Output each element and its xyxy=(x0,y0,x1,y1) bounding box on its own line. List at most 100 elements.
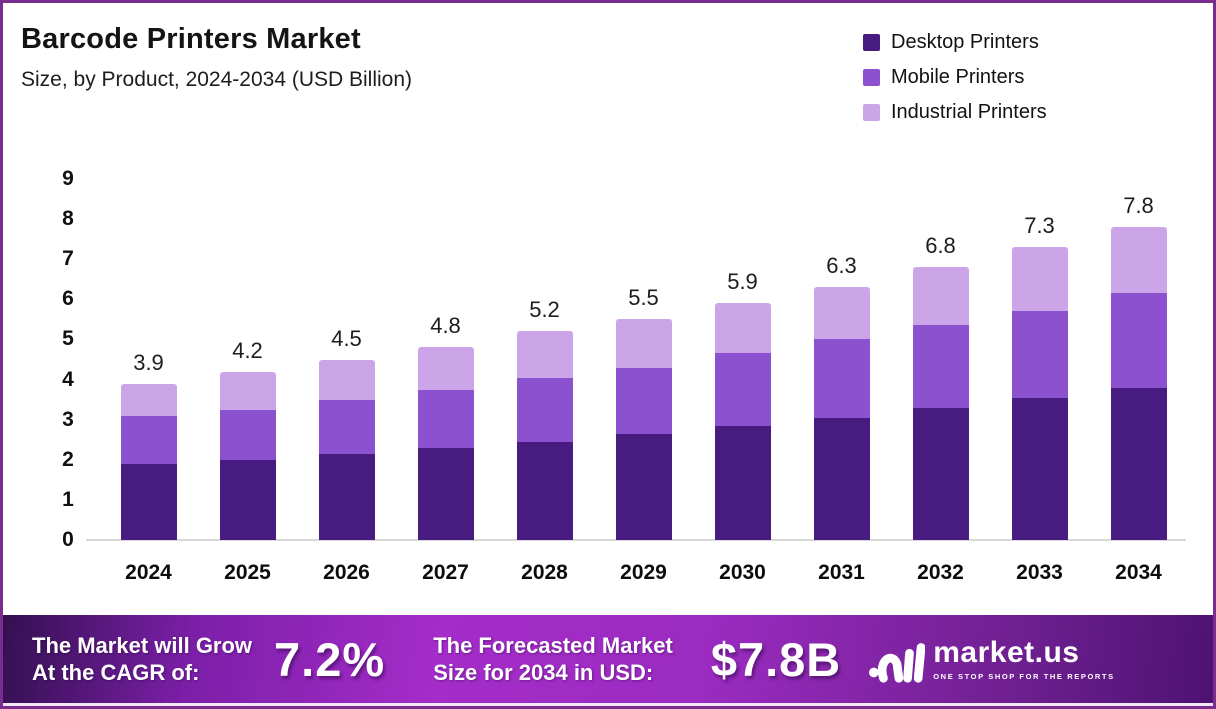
legend-label: Mobile Printers xyxy=(891,66,1025,88)
bar-2029-industrial-printers-segment xyxy=(615,319,672,368)
bar-total-label-2027: 4.8 xyxy=(430,313,461,339)
forecast-text-line2: Size for 2034 in USD: xyxy=(433,660,654,685)
legend-item-industrial-printers: Industrial Printers xyxy=(863,101,1047,124)
bar-2027-mobile-printers-segment xyxy=(417,389,474,448)
legend-label: Desktop Printers xyxy=(891,31,1039,53)
legend-swatch-desktop-icon xyxy=(863,34,880,51)
x-axis-tick-label-2034: 2034 xyxy=(1115,561,1162,584)
bar-total-label-2033: 7.3 xyxy=(1024,213,1055,239)
y-axis-tick-label: 7 xyxy=(62,247,74,271)
y-axis-tick-label: 4 xyxy=(62,367,74,391)
logo-name: market.us xyxy=(933,635,1080,669)
bar-2029 xyxy=(615,319,672,540)
bar-2034-mobile-printers-segment xyxy=(1110,293,1167,388)
legend-swatch-industrial-icon xyxy=(863,104,880,121)
bar-2025 xyxy=(219,371,276,540)
x-axis-baseline xyxy=(86,539,1186,541)
bar-2024-mobile-printers-segment xyxy=(120,415,177,464)
bar-2024-desktop-printers-segment xyxy=(120,463,177,540)
cagr-value: 7.2% xyxy=(274,632,386,686)
bar-total-label-2031: 6.3 xyxy=(826,253,857,279)
bar-2028-desktop-printers-segment xyxy=(516,441,573,540)
logo-text-column: market.us ONE STOP SHOP FOR THE REPORTS xyxy=(933,635,1115,681)
bar-2026-mobile-printers-segment xyxy=(318,399,375,454)
legend-item-desktop-printers: Desktop Printers xyxy=(863,31,1047,54)
chart-legend: Desktop Printers Mobile Printers Industr… xyxy=(863,31,1047,136)
bar-2029-desktop-printers-segment xyxy=(615,433,672,540)
y-axis-tick-label: 8 xyxy=(62,207,74,231)
x-axis-tick-label-2031: 2031 xyxy=(818,561,865,584)
bar-2034-industrial-printers-segment xyxy=(1110,227,1167,294)
bar-2031-desktop-printers-segment xyxy=(813,417,870,540)
x-axis-tick-label-2028: 2028 xyxy=(521,561,568,584)
y-axis-tick-label: 9 xyxy=(62,167,74,190)
bar-2033 xyxy=(1011,247,1068,540)
bar-2025-industrial-printers-segment xyxy=(219,371,276,410)
page-subtitle: Size, by Product, 2024-2034 (USD Billion… xyxy=(21,68,413,91)
x-axis-tick-label-2033: 2033 xyxy=(1016,561,1063,584)
bar-2032-industrial-printers-segment xyxy=(912,267,969,326)
bar-2030 xyxy=(714,303,771,540)
forecast-text: The Forecasted Market Size for 2034 in U… xyxy=(433,632,673,687)
bar-2028-industrial-printers-segment xyxy=(516,331,573,378)
x-axis-tick-label-2029: 2029 xyxy=(620,561,667,584)
bar-total-label-2034: 7.8 xyxy=(1123,193,1154,219)
bar-2033-desktop-printers-segment xyxy=(1011,397,1068,540)
cagr-text: The Market will Grow At the CAGR of: xyxy=(32,632,252,687)
bar-2026-desktop-printers-segment xyxy=(318,453,375,540)
bar-2025-mobile-printers-segment xyxy=(219,409,276,460)
bar-2031 xyxy=(813,287,870,540)
x-axis-tick-label-2026: 2026 xyxy=(323,561,370,584)
x-axis-tick-label-2024: 2024 xyxy=(125,561,172,584)
bar-2028 xyxy=(516,331,573,540)
bar-2030-desktop-printers-segment xyxy=(714,425,771,540)
bar-2034-desktop-printers-segment xyxy=(1110,387,1167,540)
market-us-logo-icon xyxy=(869,643,926,683)
bar-2032-desktop-printers-segment xyxy=(912,407,969,540)
y-axis-tick-label: 5 xyxy=(62,327,74,351)
stacked-bar-chart: 9 8 7 6 5 4 3 2 1 0 3.9 2024 4.2 2025 4.5 2026 4.8 2027 5.… xyxy=(3,3,1213,706)
y-axis-tick-label: 1 xyxy=(62,487,74,511)
legend-swatch-mobile-icon xyxy=(863,69,880,86)
bar-2031-mobile-printers-segment xyxy=(813,339,870,418)
bar-2027-desktop-printers-segment xyxy=(417,447,474,540)
legend-item-mobile-printers: Mobile Printers xyxy=(863,66,1047,89)
y-axis-tick-label: 3 xyxy=(62,407,74,431)
x-axis-tick-label-2027: 2027 xyxy=(422,561,469,584)
cagr-text-line1: The Market will Grow xyxy=(32,632,253,658)
bar-2030-industrial-printers-segment xyxy=(714,303,771,354)
forecast-text-line1: The Forecasted Market xyxy=(433,632,673,658)
bar-2029-mobile-printers-segment xyxy=(615,367,672,434)
bar-total-label-2026: 4.5 xyxy=(331,325,362,351)
bar-2024 xyxy=(120,383,177,540)
bar-total-label-2028: 5.2 xyxy=(529,297,560,323)
summary-banner: The Market will Grow At the CAGR of: 7.2… xyxy=(3,615,1213,703)
y-axis-tick-label: 6 xyxy=(62,287,74,311)
bar-2024-industrial-printers-segment xyxy=(120,383,177,416)
bar-2033-industrial-printers-segment xyxy=(1011,247,1068,312)
bar-2030-mobile-printers-segment xyxy=(714,353,771,426)
x-axis-tick-label-2032: 2032 xyxy=(917,561,964,584)
bar-2032-mobile-printers-segment xyxy=(912,325,969,408)
x-axis-tick-label-2025: 2025 xyxy=(224,561,271,584)
bottom-accent-strip xyxy=(3,703,1213,706)
x-axis-tick-label-2030: 2030 xyxy=(719,561,766,584)
market-us-logo: market.us ONE STOP SHOP FOR THE REPORTS xyxy=(867,632,1114,686)
bar-2027 xyxy=(417,347,474,540)
page-title: Barcode Printers Market xyxy=(21,23,361,55)
bar-2026-industrial-printers-segment xyxy=(318,359,375,400)
logo-tagline: ONE STOP SHOP FOR THE REPORTS xyxy=(933,671,1115,681)
bar-2026 xyxy=(318,359,375,541)
y-axis-tick-label: 0 xyxy=(62,528,74,551)
cagr-text-line2: At the CAGR of: xyxy=(32,660,200,685)
bar-total-label-2032: 6.8 xyxy=(925,233,956,259)
bar-2028-mobile-printers-segment xyxy=(516,377,573,442)
chart-header: Barcode Printers Market Size, by Product… xyxy=(21,23,412,92)
bar-2033-mobile-printers-segment xyxy=(1011,311,1068,398)
bar-total-label-2029: 5.5 xyxy=(628,285,659,311)
bar-2032 xyxy=(912,267,969,540)
bar-total-label-2024: 3.9 xyxy=(133,349,164,375)
bar-total-label-2030: 5.9 xyxy=(727,269,758,295)
bar-2025-desktop-printers-segment xyxy=(219,459,276,540)
